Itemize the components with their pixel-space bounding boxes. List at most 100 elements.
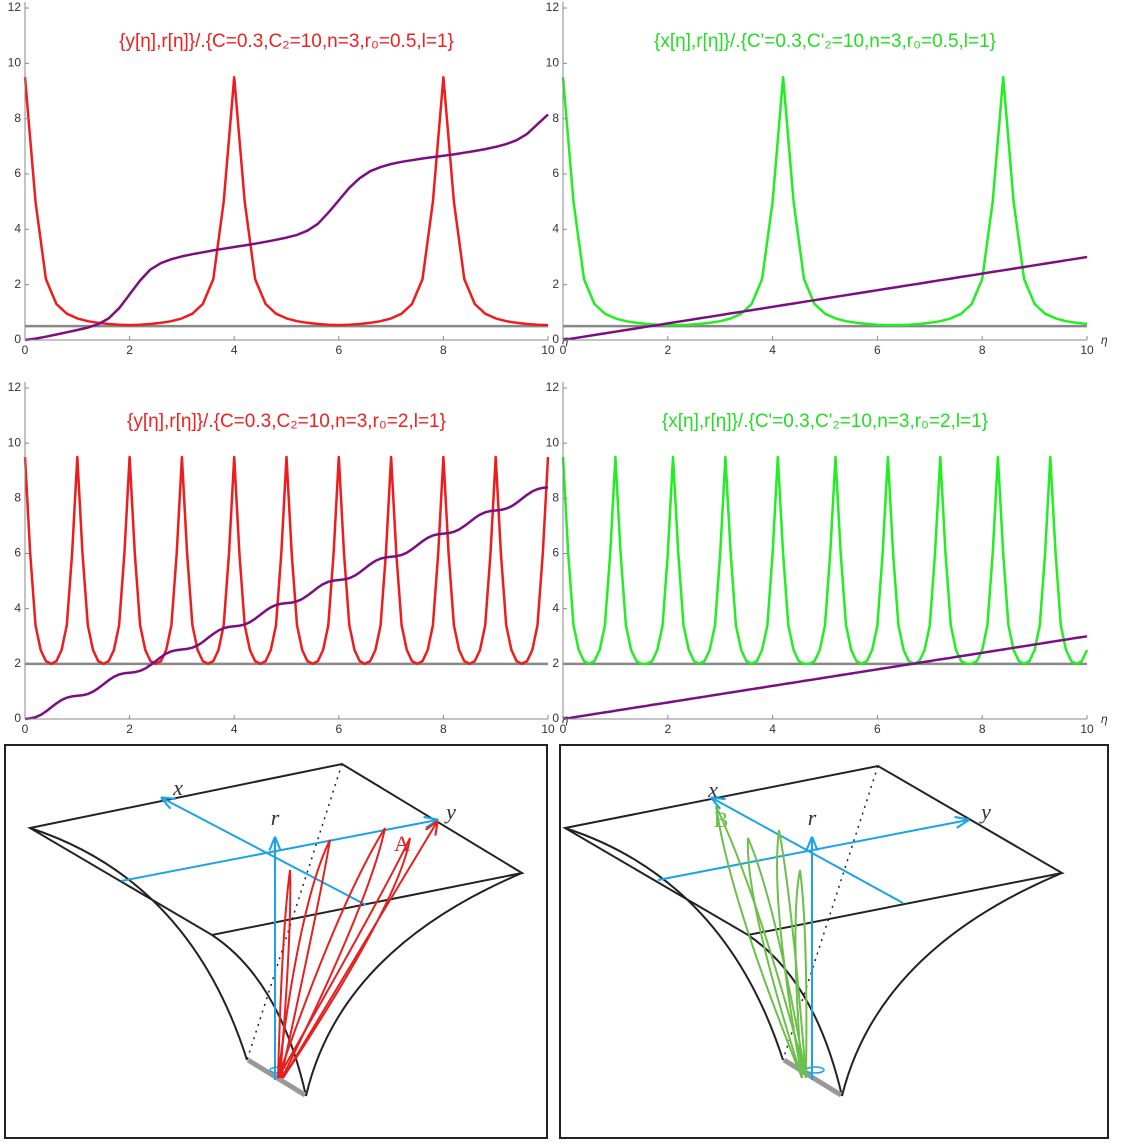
x-tick-label: 10 xyxy=(1080,722,1094,736)
x-tick-label: 8 xyxy=(979,722,986,736)
x-tick-label: 6 xyxy=(874,722,881,736)
y-tick-label: 10 xyxy=(546,435,560,449)
y-tick-label: 10 xyxy=(8,435,22,449)
curve xyxy=(776,829,807,1079)
y-tick-label: 2 xyxy=(14,656,21,670)
curve-label: A xyxy=(394,831,410,856)
y-tick-label: 12 xyxy=(8,380,22,394)
y-tick-label: 6 xyxy=(14,166,21,180)
axis-label: x xyxy=(707,777,718,802)
x-tick-label: 4 xyxy=(231,722,238,736)
axis-label: r xyxy=(808,805,817,830)
x-axis-label: η xyxy=(1101,712,1108,726)
base xyxy=(246,1057,307,1098)
curve xyxy=(282,822,437,1079)
y-tick-label: 4 xyxy=(552,222,559,236)
y-tick-label: 2 xyxy=(14,277,21,291)
x-tick-label: 10 xyxy=(541,343,555,357)
x-tick-label: 10 xyxy=(541,722,555,736)
edge xyxy=(305,872,523,1097)
curve xyxy=(277,839,331,1079)
y-tick-label: 8 xyxy=(552,111,559,125)
series-line xyxy=(23,455,550,666)
x-tick-label: 6 xyxy=(335,722,342,736)
y-tick-label: 10 xyxy=(8,56,22,70)
y-tick-label: 4 xyxy=(14,222,21,236)
x-tick-label: 0 xyxy=(22,722,29,736)
y-tick-label: 6 xyxy=(552,166,559,180)
chart-title: {x[η],r[η]}/.{C'=0.3,C'₂=10,n=3,r₀=2,l=1… xyxy=(662,411,988,432)
diagram-a: x y r A xyxy=(4,744,548,1139)
y-tick-label: 2 xyxy=(552,277,559,291)
x-tick-label: 0 xyxy=(560,343,567,357)
y-tick-label: 12 xyxy=(546,0,560,14)
y-tick-label: 12 xyxy=(546,380,560,394)
y-tick-label: 6 xyxy=(14,546,21,560)
x-tick-label: 8 xyxy=(979,343,986,357)
y-tick-label: 8 xyxy=(552,491,559,505)
axis-label: y xyxy=(444,799,456,824)
edge xyxy=(564,827,784,1061)
frame xyxy=(559,744,1109,1139)
series-line xyxy=(23,75,549,327)
y-tick-label: 8 xyxy=(14,491,21,505)
axis-label: y xyxy=(979,799,991,824)
curve xyxy=(794,869,808,1079)
chart: 0 2 4 6 8 10 0 2 4 6 8 10 12 η {x[η],r[η]}/.{C'=0.3,C'… xyxy=(546,380,1108,736)
y-tick-label: 10 xyxy=(546,56,560,70)
x-tick-label: 2 xyxy=(664,722,671,736)
x-tick-label: 2 xyxy=(126,343,133,357)
x-tick-label: 2 xyxy=(126,722,133,736)
x-tick-label: 4 xyxy=(231,343,238,357)
x-tick-label: 0 xyxy=(560,722,567,736)
y-tick-label: 8 xyxy=(14,111,21,125)
chart-title: {y[η],r[η]}/.{C=0.3,C₂=10,n=3,r₀=2,l=1} xyxy=(127,411,446,432)
curves xyxy=(277,822,437,1079)
y-tick-label: 6 xyxy=(552,546,559,560)
y-tick-label: 0 xyxy=(552,711,559,725)
curve-label: B xyxy=(714,807,729,832)
chart: 0 2 4 6 8 10024681012η{y[η],r[η]}/.{C=0.3,C₂=… xyxy=(8,0,569,357)
x-tick-label: 10 xyxy=(1080,343,1094,357)
y-tick-label: 4 xyxy=(552,601,559,615)
x-tick-label: 4 xyxy=(769,722,776,736)
frame xyxy=(4,744,548,1139)
y-tick-label: 0 xyxy=(14,711,21,725)
x-axis-label: η xyxy=(1101,333,1108,347)
series-line xyxy=(561,455,1089,666)
series-line xyxy=(562,255,1088,342)
series-line xyxy=(24,486,549,721)
y-axis xyxy=(657,820,968,881)
axis-label: x xyxy=(172,775,183,800)
y-tick-label: 12 xyxy=(8,0,22,14)
curve xyxy=(277,837,411,1079)
y-tick-label: 2 xyxy=(552,656,559,670)
x-tick-label: 8 xyxy=(440,722,447,736)
x-tick-label: 0 xyxy=(22,343,29,357)
x-tick-label: 6 xyxy=(335,343,342,357)
curve xyxy=(715,805,807,1079)
curve xyxy=(277,827,386,1079)
x-axis xyxy=(162,798,367,906)
x-tick-label: 4 xyxy=(769,343,776,357)
y-tick-label: 0 xyxy=(552,332,559,346)
edge xyxy=(29,827,248,1061)
chart-title: {y[η],r[η]}/.{C=0.3,C₂=10,n=3,r₀=0.5,l=1… xyxy=(119,31,454,52)
chart: 0 2 4 6 8 10024681012η{y[η],r[η]}/.{C=0.3,C₂=… xyxy=(8,380,569,736)
dotted-line xyxy=(246,763,343,1061)
edge xyxy=(841,872,1063,1097)
x-tick-label: 2 xyxy=(664,343,671,357)
series-line xyxy=(562,635,1088,721)
loop xyxy=(805,1066,825,1074)
dotted-line xyxy=(782,765,879,1061)
chart: 0 2 4 6 8 10 0 2 4 6 8 10 12 η {x[η],r[η]}/.{C'=0.3,C'… xyxy=(546,0,1108,357)
chart-title: {x[η],r[η]}/.{C'=0.3,C'₂=10,n=3,r₀=0.5,l… xyxy=(654,31,996,52)
curves xyxy=(715,805,808,1079)
diagram-b: x y r B xyxy=(559,744,1109,1139)
series-line xyxy=(24,113,549,342)
x-tick-label: 8 xyxy=(440,343,447,357)
axis-label: r xyxy=(271,805,280,830)
y-tick-label: 0 xyxy=(14,332,21,346)
